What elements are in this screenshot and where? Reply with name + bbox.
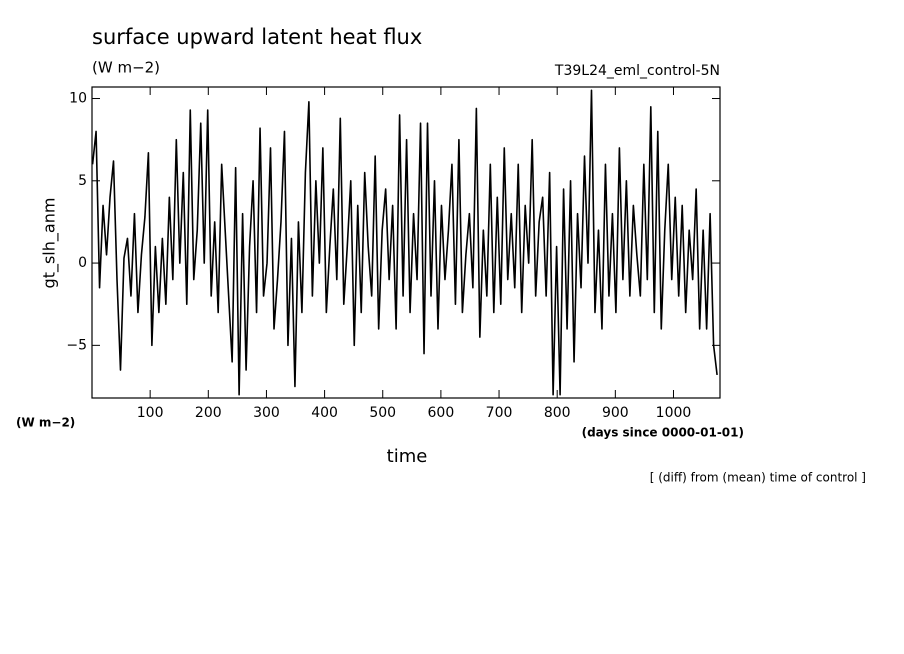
x-tick-label: 500 xyxy=(369,405,396,421)
y-tick-label: 10 xyxy=(69,91,87,107)
x-tick-label: 300 xyxy=(253,405,280,421)
units: (W m−2) xyxy=(92,59,160,77)
x-tick-label: 800 xyxy=(544,405,571,421)
x-tick-label: 1000 xyxy=(656,405,692,421)
plot-frame xyxy=(91,86,721,399)
y-tick-label: 0 xyxy=(78,255,87,271)
y-units: (W m−2) xyxy=(16,416,75,430)
x-tick-label: 100 xyxy=(137,405,164,421)
x-axis-label: time xyxy=(387,446,428,467)
experiment: T39L24_eml_control-5N xyxy=(554,63,720,79)
chart-title: surface upward latent heat flux xyxy=(92,25,422,49)
x-tick-label: 400 xyxy=(311,405,338,421)
y-tick-label: −5 xyxy=(66,337,87,353)
data-line xyxy=(91,89,718,396)
x-tick-label: 900 xyxy=(602,405,629,421)
y-tick-label: 5 xyxy=(78,173,87,189)
x-tick-label: 200 xyxy=(195,405,222,421)
y-axis-label: gt_slh_anm xyxy=(40,198,60,289)
note: [ (diff) from (mean) time of control ] xyxy=(650,471,866,485)
x-tick-label: 700 xyxy=(486,405,513,421)
x-tick-label: 600 xyxy=(428,405,455,421)
x-units: (days since 0000-01-01) xyxy=(582,426,744,440)
